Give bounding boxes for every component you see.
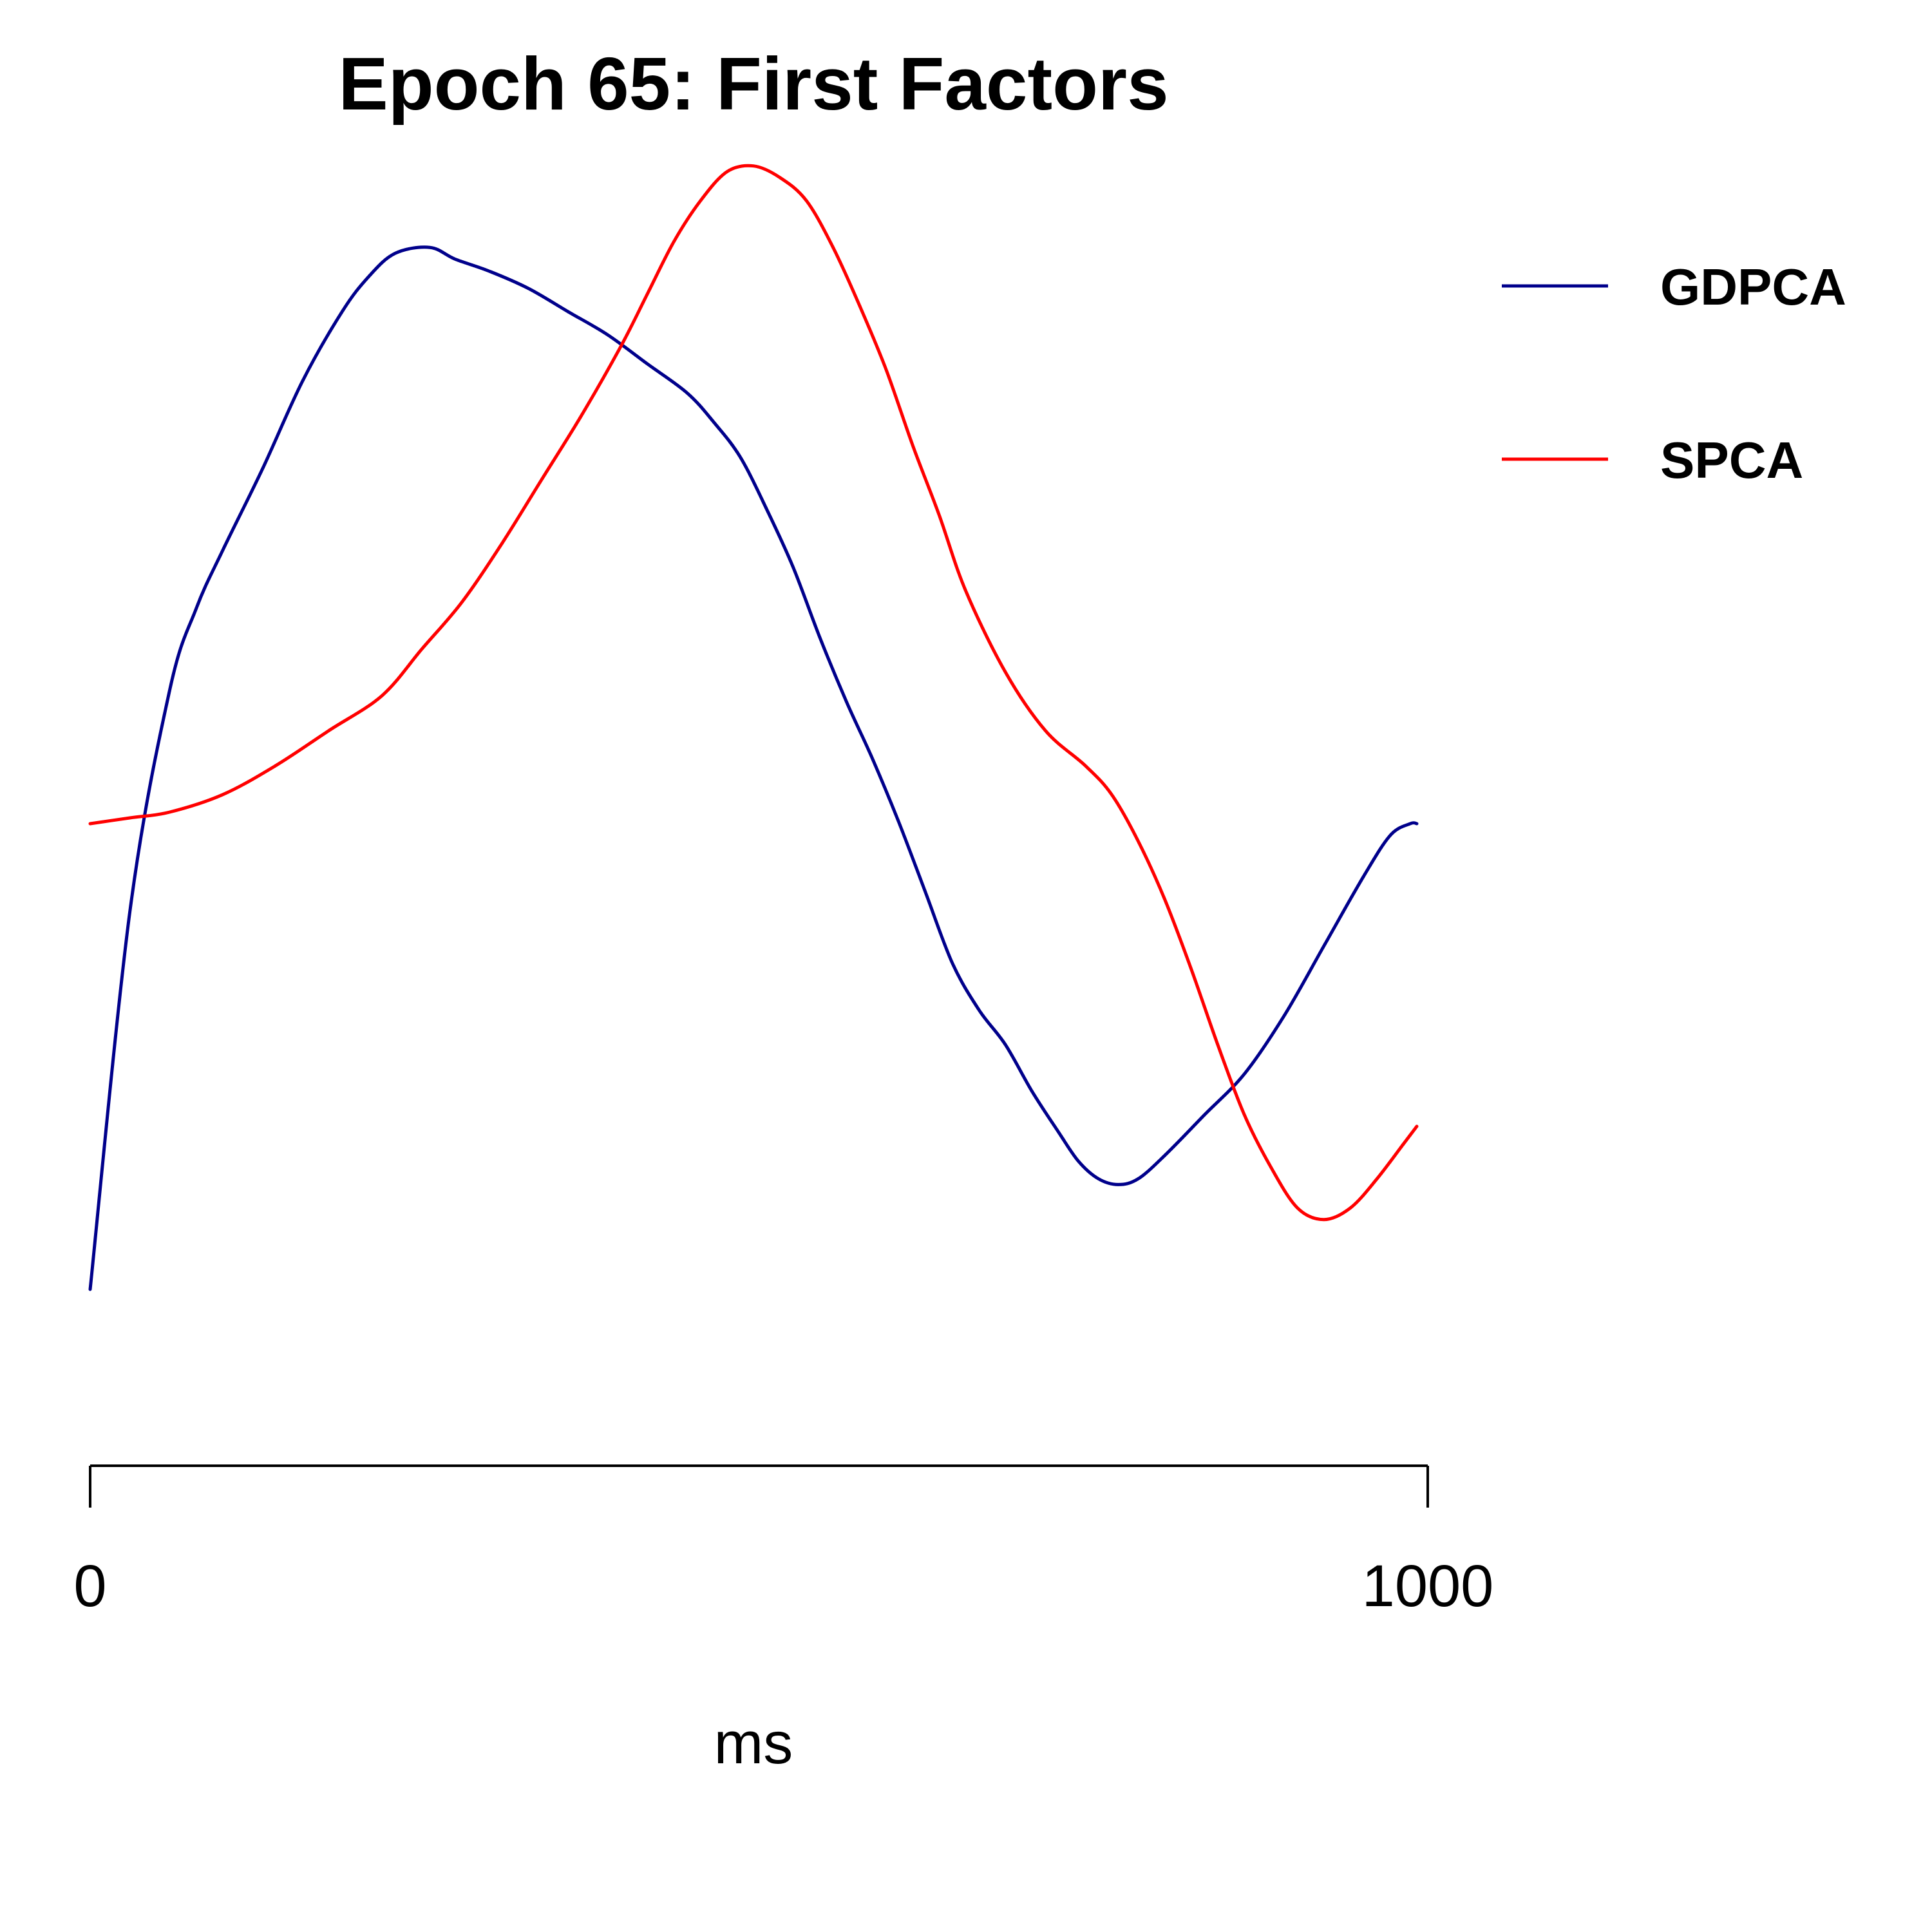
x-axis-label: ms <box>714 1710 793 1776</box>
x-axis: 0 1000 ms <box>73 1464 1494 1776</box>
series-line-spca <box>88 164 1419 1222</box>
legend-label-spca: SPCA <box>1660 431 1803 489</box>
chart-title: Epoch 65: First Factors <box>338 42 1168 126</box>
series-line-gdpca <box>88 245 1419 1291</box>
x-tick-label-0: 0 <box>73 1553 106 1619</box>
legend-item-spca: SPCA <box>1502 431 1803 489</box>
legend-label-gdpca: GDPCA <box>1660 258 1846 316</box>
legend-item-gdpca: GDPCA <box>1502 258 1846 316</box>
plot-area <box>88 164 1419 1291</box>
legend: GDPCA SPCA <box>1502 258 1846 489</box>
x-tick-label-1000: 1000 <box>1362 1553 1494 1619</box>
